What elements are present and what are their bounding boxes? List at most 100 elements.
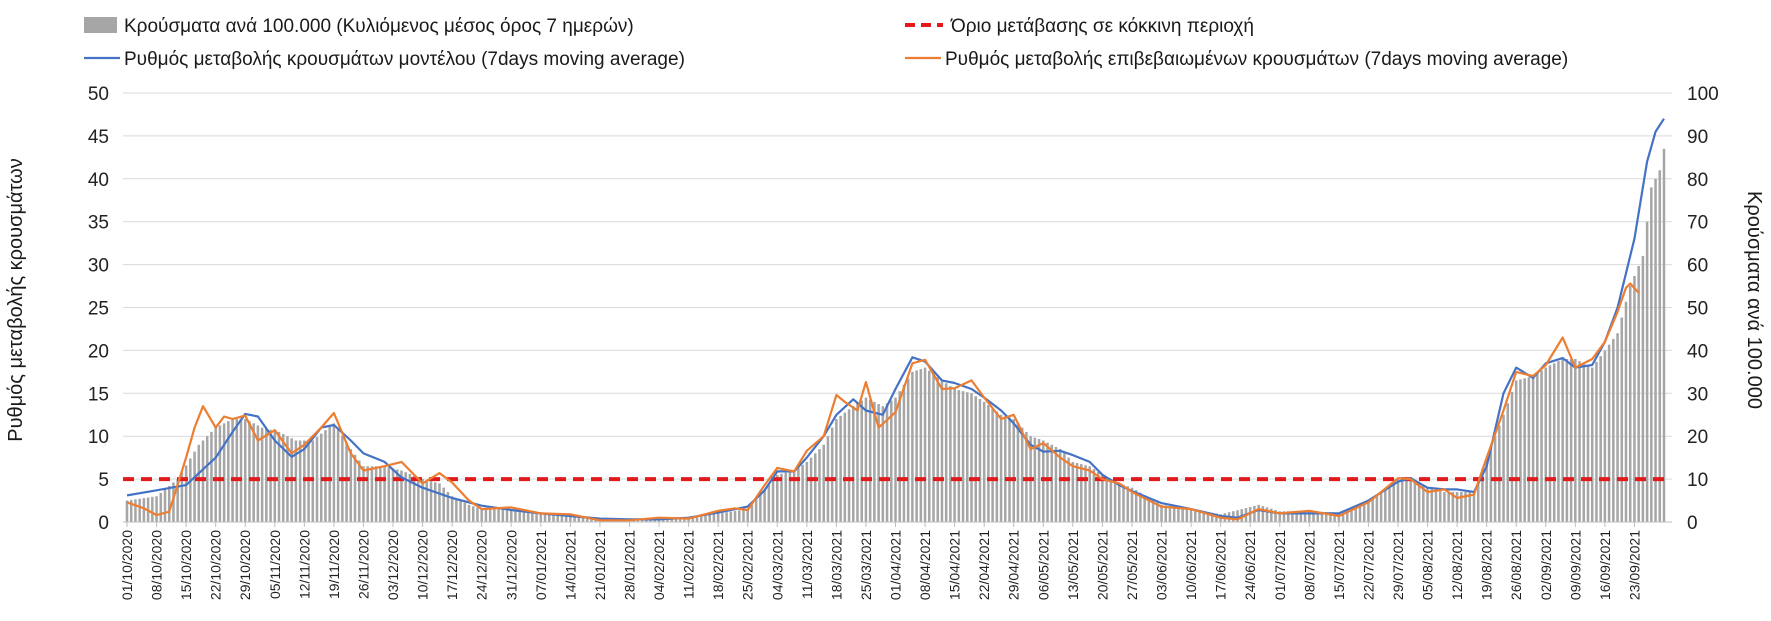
bar: [1130, 487, 1134, 522]
y-right-tick-label: 90: [1687, 127, 1708, 148]
bar: [159, 492, 163, 522]
bar: [1641, 256, 1645, 522]
bar: [1286, 511, 1290, 522]
bar: [995, 411, 999, 522]
bar: [1400, 479, 1404, 522]
x-tick-label: 17/12/2020: [444, 530, 460, 600]
x-tick-label: 01/04/2021: [888, 530, 904, 600]
x-tick-label: 17/06/2021: [1213, 530, 1229, 600]
bar: [1476, 480, 1480, 522]
bar: [155, 496, 158, 522]
bar: [737, 510, 741, 522]
bar: [1194, 509, 1197, 522]
bar: [1202, 511, 1206, 522]
bar: [1582, 363, 1586, 522]
bar: [531, 512, 534, 522]
x-tick-label: 29/10/2020: [237, 530, 253, 600]
bar: [1396, 479, 1400, 522]
bar: [205, 436, 209, 522]
legend-label: Όριο μετάβασης σε κόκκινη περιοχή: [950, 16, 1254, 37]
bar: [569, 516, 572, 522]
bar: [636, 519, 640, 522]
bar: [1016, 423, 1020, 522]
x-tick-label: 04/02/2021: [651, 530, 667, 600]
bar: [1358, 503, 1362, 522]
bar: [526, 511, 530, 522]
bar: [501, 509, 505, 522]
bar: [1527, 377, 1531, 522]
bar: [906, 378, 910, 522]
bar: [683, 518, 686, 522]
bar: [1510, 391, 1514, 522]
bar: [1172, 506, 1176, 522]
x-tick-label: 18/02/2021: [710, 530, 726, 600]
bar: [239, 419, 243, 522]
bar: [1075, 463, 1079, 522]
bar: [1088, 466, 1092, 522]
bar: [1569, 358, 1573, 522]
bar: [1067, 457, 1070, 522]
x-tick-label: 04/03/2021: [769, 530, 785, 600]
x-tick-label: 27/05/2021: [1124, 530, 1140, 600]
bar: [172, 482, 175, 522]
bar: [1603, 350, 1607, 522]
bar: [856, 403, 859, 522]
bar: [391, 468, 395, 522]
bar: [1050, 444, 1054, 522]
legend-label: Ρυθμός μεταβολής επιβεβαιωμένων κρουσμάτ…: [945, 49, 1568, 70]
bar: [1312, 511, 1315, 522]
x-tick-label: 24/12/2020: [474, 530, 490, 600]
bar: [442, 487, 445, 522]
bar: [1033, 437, 1037, 522]
bar: [746, 509, 749, 522]
bar: [370, 466, 374, 522]
bar: [1270, 508, 1273, 522]
y-right-tick-label: 60: [1687, 256, 1708, 277]
bar: [1324, 512, 1328, 522]
bar: [1426, 487, 1429, 522]
x-tick-label: 22/10/2020: [208, 530, 224, 600]
bar: [1341, 510, 1345, 522]
bar: [725, 512, 728, 522]
bar: [953, 389, 956, 522]
x-tick-label: 14/01/2021: [562, 530, 578, 600]
bar: [227, 421, 230, 522]
bar: [1455, 491, 1459, 522]
bar: [911, 371, 914, 522]
bar: [1210, 512, 1214, 522]
bar: [957, 390, 961, 522]
bar: [1177, 507, 1180, 522]
bar: [1278, 511, 1282, 522]
x-tick-label: 05/08/2021: [1420, 530, 1436, 600]
bar: [1485, 457, 1488, 522]
y-right-tick-label: 10: [1687, 470, 1708, 491]
bar: [999, 414, 1003, 522]
bar: [1392, 482, 1396, 522]
bar: [1362, 502, 1366, 522]
x-tick-label: 01/07/2021: [1272, 530, 1288, 600]
bar: [336, 429, 340, 522]
bar: [1599, 356, 1602, 522]
bar: [417, 477, 420, 522]
bar: [670, 519, 673, 522]
bar: [961, 391, 965, 522]
bar: [1282, 511, 1286, 522]
bar: [455, 498, 458, 522]
bar: [1460, 491, 1463, 522]
bar: [1160, 504, 1163, 522]
bar: [450, 496, 454, 522]
bar: [708, 514, 711, 522]
bar: [1181, 507, 1184, 522]
bar: [1628, 286, 1632, 522]
bar: [687, 518, 690, 522]
bar: [949, 386, 952, 522]
bar: [1654, 178, 1657, 523]
bar: [1481, 469, 1484, 522]
bar: [1574, 358, 1577, 522]
bar: [902, 384, 906, 522]
bar: [1548, 365, 1552, 522]
bar: [1464, 491, 1467, 522]
x-tick-label: 18/03/2021: [828, 530, 844, 600]
bar: [556, 515, 559, 522]
bar: [294, 440, 298, 522]
